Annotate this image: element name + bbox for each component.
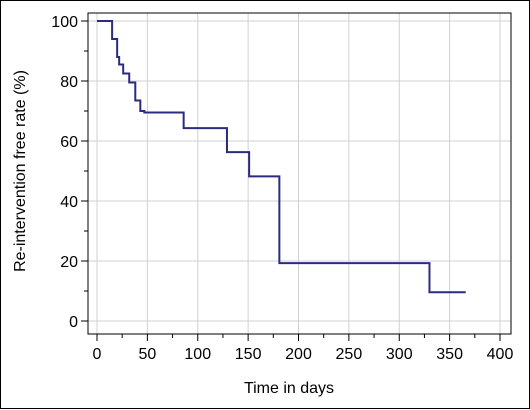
y-tick-label: 0 <box>69 314 78 331</box>
x-tick-label: 200 <box>285 346 312 363</box>
grid <box>88 13 511 334</box>
y-tick-label: 60 <box>60 134 78 151</box>
axes: 0 50 100 150 200 250 300 350 400 0 20 40 60 80 100 <box>51 12 514 363</box>
x-tick-label: 150 <box>235 346 262 363</box>
x-tick-label: 250 <box>336 346 363 363</box>
x-tick-label: 400 <box>487 346 514 363</box>
x-tick-label: 50 <box>138 346 156 363</box>
y-axis-label: Re-intervention free rate (%) <box>12 70 29 272</box>
y-tick-label: 40 <box>60 194 78 211</box>
y-tick-label: 100 <box>51 14 78 31</box>
plot-area-border <box>87 12 512 335</box>
x-tick-label: 350 <box>436 346 463 363</box>
y-tick-label: 80 <box>60 74 78 91</box>
series <box>97 20 466 294</box>
x-tick-label: 300 <box>386 346 413 363</box>
y-tick-label: 20 <box>60 254 78 271</box>
x-tick-label: 0 <box>93 346 102 363</box>
x-axis-label: Time in days <box>244 380 334 397</box>
x-tick-label: 100 <box>184 346 211 363</box>
series-line-0 <box>97 20 466 294</box>
labels: Time in days Re-intervention free rate (… <box>12 70 334 397</box>
